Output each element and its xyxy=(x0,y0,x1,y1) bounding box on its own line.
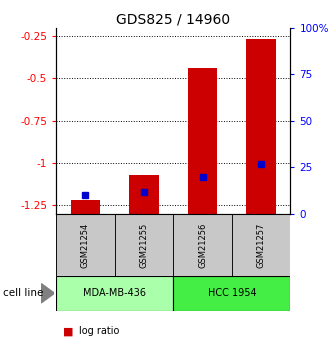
Text: GSM21256: GSM21256 xyxy=(198,222,207,268)
Text: GSM21257: GSM21257 xyxy=(257,222,266,268)
Text: cell line: cell line xyxy=(3,288,44,298)
Bar xyxy=(188,68,217,214)
Text: GSM21254: GSM21254 xyxy=(81,222,90,268)
Bar xyxy=(173,276,290,310)
Bar xyxy=(129,175,159,214)
Polygon shape xyxy=(41,284,54,303)
Text: log ratio: log ratio xyxy=(79,326,119,336)
Bar xyxy=(232,214,290,276)
Bar xyxy=(173,214,232,276)
Text: HCC 1954: HCC 1954 xyxy=(208,288,256,298)
Text: GSM21255: GSM21255 xyxy=(140,222,148,268)
Text: MDA-MB-436: MDA-MB-436 xyxy=(83,288,146,298)
Bar xyxy=(56,276,173,310)
Title: GDS825 / 14960: GDS825 / 14960 xyxy=(116,12,230,27)
Bar xyxy=(56,214,115,276)
Bar xyxy=(71,200,100,214)
Bar xyxy=(247,39,276,214)
Bar xyxy=(115,214,173,276)
Text: ■: ■ xyxy=(63,326,73,336)
